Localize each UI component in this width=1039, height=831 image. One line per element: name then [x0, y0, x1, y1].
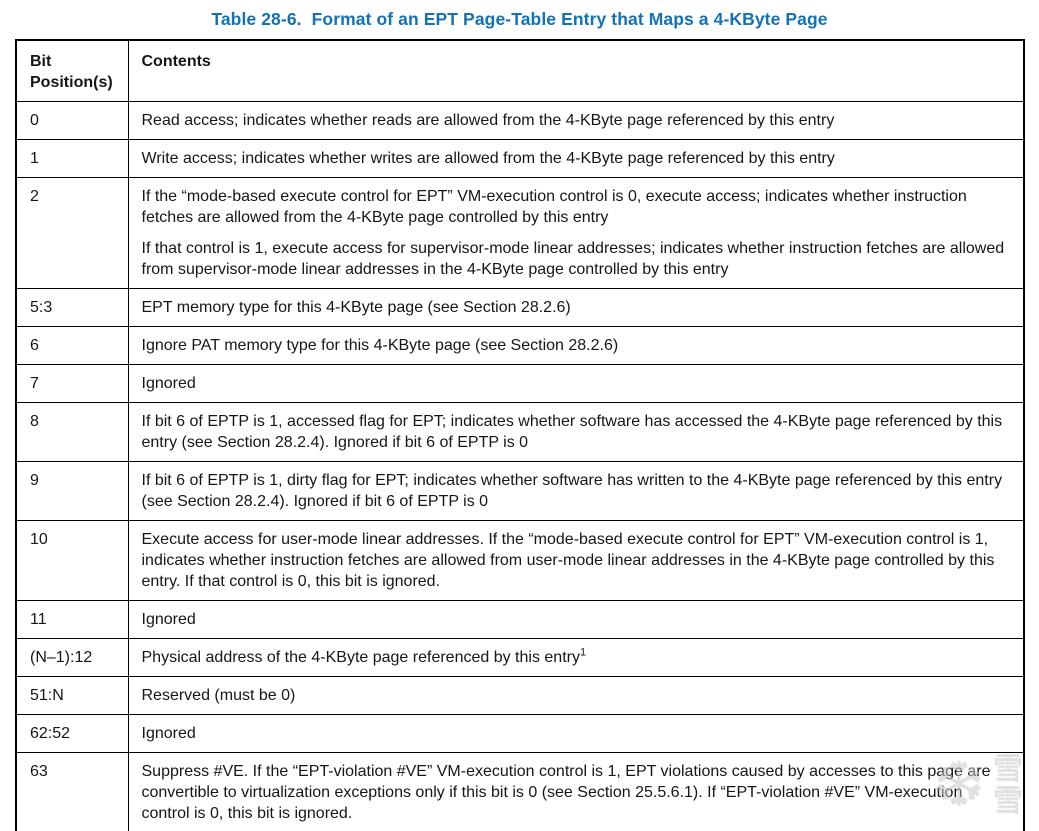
- footnote-reference: 1: [579, 646, 587, 659]
- header-bit-positions: Bit Position(s): [15, 39, 129, 102]
- contents-paragraph: Ignored: [141, 725, 196, 742]
- contents-cell: Suppress #VE. If the “EPT-violation #VE”…: [127, 752, 1025, 831]
- table-title: Table 28-6. Format of an EPT Page-Table E…: [0, 9, 1039, 30]
- contents-cell: If bit 6 of EPTP is 1, dirty flag for EP…: [127, 461, 1025, 521]
- contents-paragraph: Read access; indicates whether reads are…: [141, 112, 835, 129]
- bit-position-cell: 51:N: [15, 676, 129, 715]
- contents-paragraph: Write access; indicates whether writes a…: [141, 150, 835, 167]
- contents-cell: If bit 6 of EPTP is 1, accessed flag for…: [127, 402, 1025, 462]
- table-row: (N–1):12 Physical address of the 4-KByte …: [15, 638, 1025, 677]
- contents-paragraph: EPT memory type for this 4-KByte page (s…: [141, 299, 571, 316]
- contents-cell: Write access; indicates whether writes a…: [127, 139, 1025, 178]
- table-row: 5:3 EPT memory type for this 4-KByte page…: [15, 288, 1025, 327]
- table-body: 0 Read access; indicates whether reads ar…: [15, 101, 1025, 831]
- table-row: 9 If bit 6 of EPTP is 1, dirty flag for E…: [15, 461, 1025, 521]
- bit-position-cell: 62:52: [15, 714, 129, 753]
- table-header-row: Bit Position(s) Contents: [15, 39, 1025, 102]
- bit-position-cell: 9: [15, 461, 129, 521]
- bit-position-cell: 1: [15, 139, 129, 178]
- bit-position-cell: 6: [15, 326, 129, 365]
- contents-cell: Ignore PAT memory type for this 4-KByte …: [127, 326, 1025, 365]
- table-row: 6 Ignore PAT memory type for this 4-KByte…: [15, 326, 1025, 365]
- contents-paragraph: If that control is 1, execute access for…: [141, 240, 1005, 278]
- table-row: 63 Suppress #VE. If the “EPT-violation #V…: [15, 752, 1025, 831]
- table-row: 7 Ignored: [15, 364, 1025, 403]
- ept-page-table-entry-table: Bit Position(s) Contents 0 Read access; i…: [15, 39, 1025, 831]
- contents-paragraph: Ignored: [141, 375, 196, 392]
- contents-cell: If the “mode-based execute control for E…: [127, 177, 1025, 289]
- contents-paragraph: If bit 6 of EPTP is 1, dirty flag for EP…: [141, 472, 1003, 510]
- contents-cell: EPT memory type for this 4-KByte page (s…: [127, 288, 1025, 327]
- bit-position-cell: 8: [15, 402, 129, 462]
- contents-cell: Execute access for user-mode linear addr…: [127, 520, 1025, 601]
- contents-cell: Reserved (must be 0): [127, 676, 1025, 715]
- table-row: 51:N Reserved (must be 0): [15, 676, 1025, 715]
- bit-position-cell: 0: [15, 101, 129, 140]
- bit-position-cell: 11: [15, 600, 129, 639]
- table-row: 8 If bit 6 of EPTP is 1, accessed flag fo…: [15, 402, 1025, 462]
- contents-paragraph: Suppress #VE. If the “EPT-violation #VE”…: [141, 763, 991, 822]
- bit-position-cell: (N–1):12: [15, 638, 129, 677]
- table-title-text: Format of an EPT Page-Table Entry that M…: [311, 9, 828, 29]
- bit-position-cell: 63: [15, 752, 129, 831]
- contents-paragraph: If the “mode-based execute control for E…: [141, 188, 967, 226]
- contents-paragraph: Ignored: [141, 611, 196, 628]
- bit-position-cell: 2: [15, 177, 129, 289]
- contents-paragraph: If bit 6 of EPTP is 1, accessed flag for…: [141, 413, 1003, 451]
- contents-cell: Ignored: [127, 714, 1025, 753]
- table-row: 62:52 Ignored: [15, 714, 1025, 753]
- bit-position-cell: 5:3: [15, 288, 129, 327]
- contents-paragraph: Execute access for user-mode linear addr…: [141, 531, 995, 590]
- table-row: 11 Ignored: [15, 600, 1025, 639]
- header-contents: Contents: [127, 39, 1025, 102]
- table-row: 10 Execute access for user-mode linear ad…: [15, 520, 1025, 601]
- contents-cell: Physical address of the 4-KByte page ref…: [127, 638, 1025, 677]
- table-title-number: Table 28-6.: [211, 9, 302, 29]
- contents-cell: Ignored: [127, 364, 1025, 403]
- contents-cell: Read access; indicates whether reads are…: [127, 101, 1025, 140]
- table-row: 0 Read access; indicates whether reads ar…: [15, 101, 1025, 140]
- table-row: 2 If the “mode-based execute control for …: [15, 177, 1025, 289]
- bit-position-cell: 7: [15, 364, 129, 403]
- contents-cell: Ignored: [127, 600, 1025, 639]
- contents-paragraph: Physical address of the 4-KByte page ref…: [141, 646, 587, 666]
- table-row: 1 Write access; indicates whether writes …: [15, 139, 1025, 178]
- bit-position-cell: 10: [15, 520, 129, 601]
- contents-paragraph: Ignore PAT memory type for this 4-KByte …: [141, 337, 619, 354]
- contents-paragraph: Reserved (must be 0): [141, 687, 296, 704]
